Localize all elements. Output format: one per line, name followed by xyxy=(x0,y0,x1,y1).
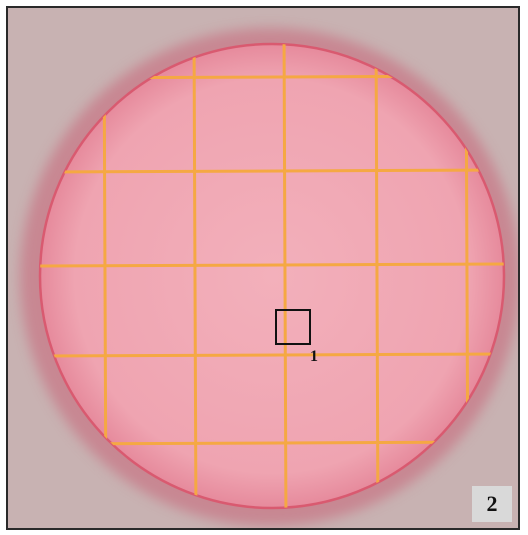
grid-line-v2 xyxy=(192,44,198,508)
grid-line-h5 xyxy=(40,440,504,446)
grid-line-v4 xyxy=(374,44,380,508)
filter-disk-graphic xyxy=(38,42,506,510)
grid-line-v3 xyxy=(282,44,288,508)
grid-line-v5 xyxy=(464,44,470,508)
grid-line-h2 xyxy=(40,168,504,174)
corner-label: 2 xyxy=(472,486,512,522)
filter-disk xyxy=(38,42,506,510)
grid-line-h1 xyxy=(40,74,504,80)
image-frame: 1 2 xyxy=(6,6,520,530)
marker-label: 1 xyxy=(310,348,318,365)
grid-line-h3 xyxy=(40,262,504,268)
marker-square xyxy=(275,309,311,345)
grid-lines xyxy=(40,44,504,508)
grid-line-h4 xyxy=(40,352,504,358)
grid-line-v1 xyxy=(102,44,108,508)
